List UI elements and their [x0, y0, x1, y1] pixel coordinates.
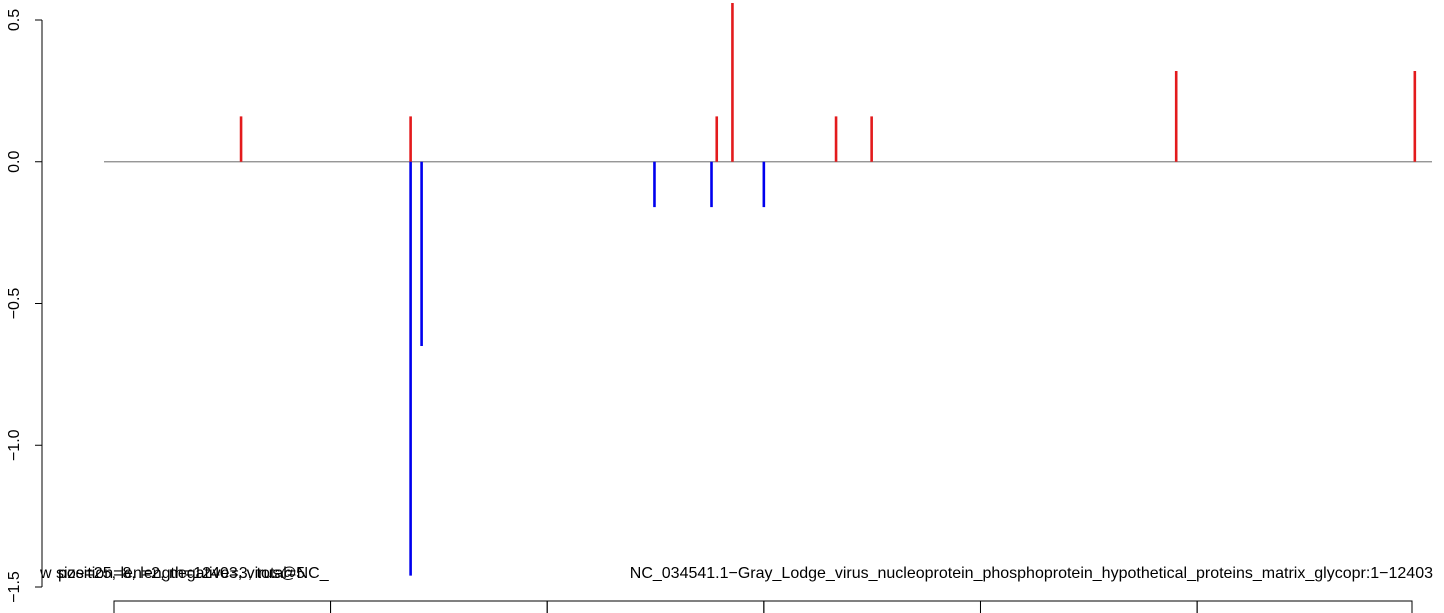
genome-segment [1196, 600, 1413, 613]
genome-segment [763, 600, 981, 613]
y-tick-label: −0.5 [6, 288, 23, 320]
title-overlay-text-2: position=8, length=12403, virus@NC_ [58, 565, 330, 582]
y-tick-label: −1.0 [6, 429, 23, 461]
genome-segment [113, 600, 332, 613]
genome-segments [113, 600, 1413, 613]
y-tick-label: 0.0 [6, 151, 23, 173]
y-tick-label: −1.5 [6, 571, 23, 603]
title-overlay-text-1: w size=25, len=2, negative=3, total=5 [39, 565, 305, 582]
genome-segment [330, 600, 548, 613]
chart-title: NC_034541.1−Gray_Lodge_virus_nucleoprote… [630, 565, 1433, 582]
y-tick-label: 0.5 [6, 9, 23, 31]
genome-segment [546, 600, 765, 613]
y-axis: −1.5 −1.0 −0.5 0.0 0.5 [6, 9, 43, 603]
genome-segment [979, 600, 1198, 613]
bars [239, 2, 1417, 576]
